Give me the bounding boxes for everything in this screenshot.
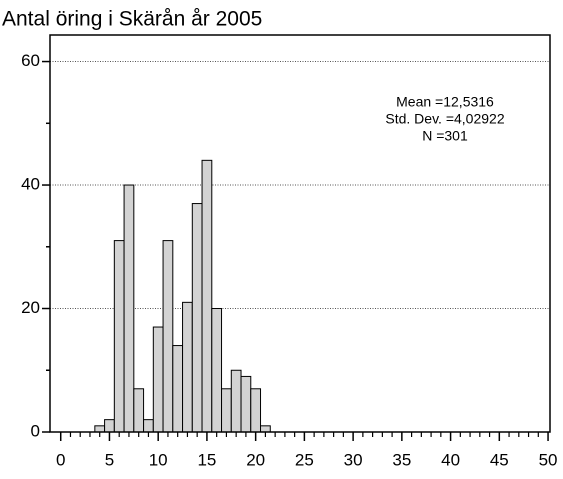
x-tick-label: 10 <box>149 450 168 469</box>
x-tick-label: 50 <box>539 450 558 469</box>
x-tick-label: 40 <box>441 450 460 469</box>
bar <box>221 388 232 433</box>
bar <box>182 301 193 433</box>
annotation: N =301 <box>422 128 468 144</box>
x-tick-label: 0 <box>56 450 65 469</box>
annotation: Std. Dev. =4,02922 <box>385 111 504 127</box>
bar <box>113 240 125 433</box>
bar <box>172 345 184 433</box>
bar <box>104 419 115 433</box>
x-tick-label: 35 <box>392 450 411 469</box>
plot-frame <box>49 34 551 433</box>
x-tick-label: 25 <box>295 450 314 469</box>
bar <box>143 419 154 433</box>
bar <box>191 203 203 433</box>
x-tick-label: 30 <box>344 450 363 469</box>
bar <box>152 326 164 433</box>
chart-title: Antal öring i Skärån år 2005 <box>2 8 262 31</box>
x-tick-label: 45 <box>490 450 509 469</box>
bar <box>201 159 213 433</box>
bar <box>240 375 252 433</box>
x-tick-label: 15 <box>197 450 216 469</box>
bar <box>133 388 145 433</box>
bar <box>230 369 242 433</box>
bar <box>211 308 223 433</box>
bar <box>94 425 106 433</box>
y-tick-label: 0 <box>31 421 40 440</box>
bar <box>123 184 135 433</box>
y-tick-label: 60 <box>21 51 40 70</box>
y-tick-label: 40 <box>21 175 40 194</box>
bar <box>162 240 174 433</box>
bar <box>260 425 271 433</box>
x-tick-label: 5 <box>105 450 114 469</box>
annotation: Mean =12,5316 <box>396 94 494 110</box>
bar <box>250 388 262 433</box>
y-tick-label: 20 <box>21 298 40 317</box>
x-tick-label: 20 <box>246 450 265 469</box>
